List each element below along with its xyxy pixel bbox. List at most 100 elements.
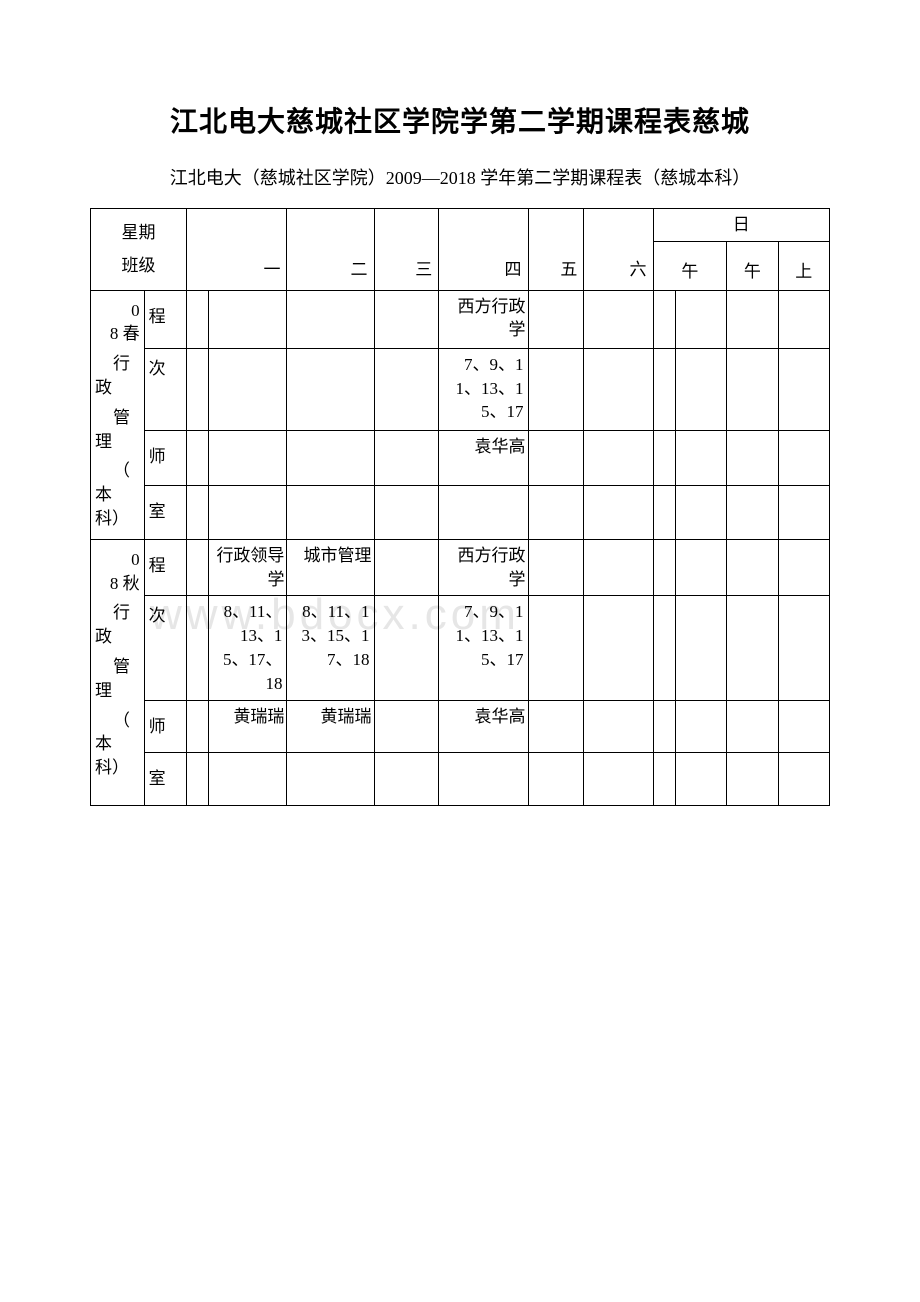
class-name-line: 科） — [95, 507, 140, 531]
cell — [374, 539, 439, 596]
cell — [374, 485, 439, 539]
row-label-room: 室 — [144, 485, 186, 539]
cell — [778, 700, 829, 753]
class-name-line: （ — [95, 459, 140, 483]
cell — [439, 753, 528, 806]
table-row: 次 7、9、11、13、15、17 — [91, 348, 830, 431]
cell — [727, 348, 778, 431]
header-day-2: 二 — [287, 209, 374, 291]
class-name-line: 管 — [95, 655, 140, 679]
class-name-line: 理 — [95, 679, 140, 703]
cell — [584, 431, 653, 485]
row-label-teacher: 师 — [144, 700, 186, 753]
table-row: 次 8、11、13、15、17、18 8、11、13、15、17、18 7、9、… — [91, 596, 830, 700]
cell: 行政领导学 — [209, 539, 287, 596]
cell: 城市管理 — [287, 539, 374, 596]
class-name-line: 8 秋 — [95, 572, 140, 596]
class-name-line: 政 — [95, 625, 140, 649]
cell — [584, 539, 653, 596]
cell — [186, 700, 208, 753]
page-title: 江北电大慈城社区学院学第二学期课程表慈城 — [90, 100, 830, 140]
row-label-room: 室 — [144, 753, 186, 806]
cell — [727, 700, 778, 753]
header-sun-sub-2: 午 — [727, 241, 778, 290]
row-label-course: 程 — [144, 539, 186, 596]
class-name-line: 0 — [95, 548, 140, 572]
class-name-cell: 0 8 秋 行 政 管 理 （ 本 科） — [91, 539, 145, 805]
cell — [778, 290, 829, 348]
row-label-weeks: 次 — [144, 348, 186, 431]
cell — [653, 700, 675, 753]
schedule-table: 星期 班级 一 二 三 四 五 六 日 午 午 上 0 8 春 行 政 — [90, 208, 830, 806]
cell — [727, 485, 778, 539]
cell — [653, 290, 675, 348]
row-label-weeks: 次 — [144, 596, 186, 700]
cell — [374, 596, 439, 700]
cell — [584, 700, 653, 753]
cell — [584, 290, 653, 348]
cell: 7、9、11、13、15、17 — [439, 348, 528, 431]
class-name-line: 本 — [95, 732, 140, 756]
cell — [727, 539, 778, 596]
class-name-line: 8 春 — [95, 322, 140, 346]
cell — [209, 485, 287, 539]
class-name-line: 理 — [95, 430, 140, 454]
cell — [186, 539, 208, 596]
page-subtitle: 江北电大（慈城社区学院）2009—2018 学年第二学期课程表（慈城本科） — [90, 164, 830, 190]
table-row: 师 黄瑞瑞 黄瑞瑞 袁华高 — [91, 700, 830, 753]
class-name-line: 管 — [95, 406, 140, 430]
cell — [374, 431, 439, 485]
cell — [186, 290, 208, 348]
table-row: 师 袁华高 — [91, 431, 830, 485]
cell — [727, 431, 778, 485]
cell — [374, 753, 439, 806]
cell — [528, 290, 584, 348]
cell — [653, 485, 675, 539]
cell — [209, 290, 287, 348]
class-name-cell: 0 8 春 行 政 管 理 （ 本 科） — [91, 290, 145, 539]
cell — [209, 753, 287, 806]
table-row: 0 8 春 行 政 管 理 （ 本 科） 程 西方行政学 — [91, 290, 830, 348]
cell — [778, 431, 829, 485]
cell: 黄瑞瑞 — [209, 700, 287, 753]
cell — [374, 700, 439, 753]
cell — [778, 539, 829, 596]
cell — [186, 431, 208, 485]
cell — [287, 485, 374, 539]
table-row: 0 8 秋 行 政 管 理 （ 本 科） 程 行政领导学 城市管理 西方行政学 — [91, 539, 830, 596]
class-name-line: 政 — [95, 376, 140, 400]
class-name-line: 行 — [95, 601, 140, 625]
cell — [675, 753, 726, 806]
cell — [186, 753, 208, 806]
cell — [584, 753, 653, 806]
header-day-6: 六 — [584, 209, 653, 291]
cell — [675, 431, 726, 485]
cell — [186, 348, 208, 431]
cell: 8、11、13、15、17、18 — [209, 596, 287, 700]
cell: 袁华高 — [439, 700, 528, 753]
header-day-sun: 日 — [653, 209, 829, 242]
cell — [584, 485, 653, 539]
cell — [528, 485, 584, 539]
cell — [653, 348, 675, 431]
cell — [675, 539, 726, 596]
cell — [778, 348, 829, 431]
cell — [209, 348, 287, 431]
cell — [675, 700, 726, 753]
cell — [584, 596, 653, 700]
header-day-3: 三 — [374, 209, 439, 291]
cell — [209, 431, 287, 485]
class-name-line: 行 — [95, 352, 140, 376]
table-row: 室 — [91, 485, 830, 539]
header-sun-sub-1: 午 — [653, 241, 727, 290]
header-sun-sub-3: 上 — [778, 241, 829, 290]
cell: 黄瑞瑞 — [287, 700, 374, 753]
class-name-line: 科） — [95, 756, 140, 780]
cell — [528, 700, 584, 753]
cell — [287, 290, 374, 348]
cell — [653, 431, 675, 485]
cell — [528, 539, 584, 596]
cell — [727, 753, 778, 806]
cell — [287, 753, 374, 806]
row-label-teacher: 师 — [144, 431, 186, 485]
